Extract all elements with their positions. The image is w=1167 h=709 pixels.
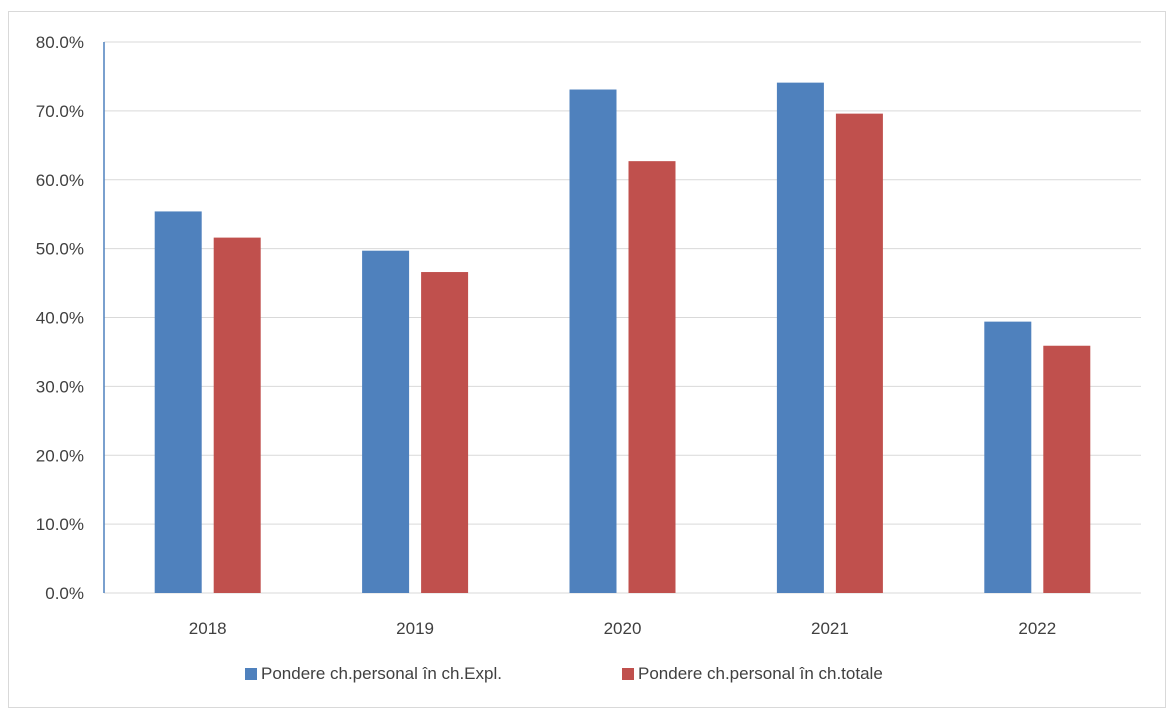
y-tick-label: 60.0%	[36, 171, 84, 190]
bar-2019-series-1	[362, 250, 410, 593]
bar-2018-series-2	[213, 237, 261, 594]
y-tick-label: 10.0%	[36, 515, 84, 534]
y-tick-labels: 0.0% 10.0% 20.0% 30.0% 40.0% 50.0% 60.0% 70.0% 8…	[36, 33, 84, 603]
bar-2022-series-1	[984, 321, 1032, 593]
y-tick-label: 40.0%	[36, 309, 84, 328]
x-tick-labels: 2018 2019 2020 2021 2022	[189, 619, 1056, 638]
y-tick-label: 0.0%	[45, 584, 84, 603]
y-tick-label: 20.0%	[36, 446, 84, 465]
gridlines	[104, 41, 1141, 594]
legend-label: Pondere ch.personal în ch.Expl.	[261, 664, 502, 683]
y-tick-label: 80.0%	[36, 33, 84, 52]
y-tick-label: 30.0%	[36, 377, 84, 396]
bars	[154, 82, 1091, 594]
legend-swatch	[622, 668, 634, 680]
x-tick-label: 2019	[396, 619, 434, 638]
bar-2020-series-2	[628, 161, 676, 593]
x-tick-label: 2021	[811, 619, 849, 638]
legend-swatch	[245, 668, 257, 680]
legend: Pondere ch.personal în ch.Expl. Pondere c…	[245, 664, 883, 683]
bar-2018-series-1	[154, 211, 202, 593]
bar-2022-series-2	[1043, 345, 1091, 593]
bar-2020-series-1	[569, 89, 617, 594]
x-tick-label: 2018	[189, 619, 227, 638]
bar-2019-series-2	[421, 272, 469, 593]
x-tick-label: 2022	[1018, 619, 1056, 638]
y-tick-label: 50.0%	[36, 240, 84, 259]
bar-2021-series-1	[776, 82, 824, 593]
legend-label: Pondere ch.personal în ch.totale	[638, 664, 883, 683]
y-tick-label: 70.0%	[36, 102, 84, 121]
x-tick-label: 2020	[604, 619, 642, 638]
bar-2021-series-2	[835, 113, 883, 593]
